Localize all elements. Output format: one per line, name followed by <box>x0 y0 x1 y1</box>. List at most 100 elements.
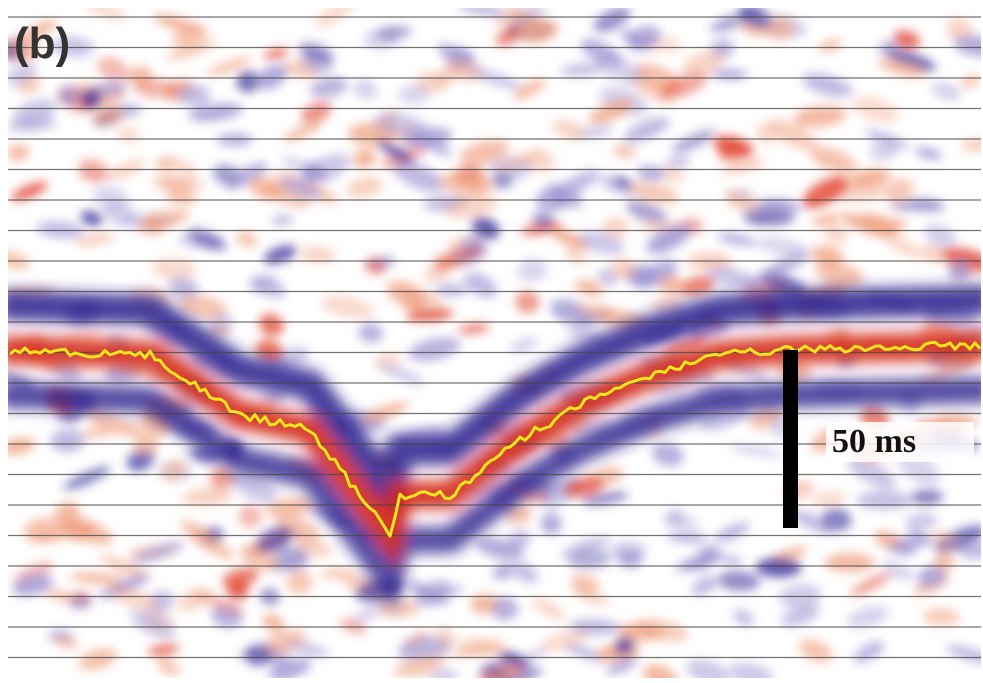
amplitude-blob <box>588 99 634 124</box>
horizon-pick <box>9 340 982 538</box>
amplitude-blob <box>132 541 185 564</box>
amplitude-blob <box>397 84 430 105</box>
amplitude-blob <box>491 173 514 189</box>
amplitude-blob <box>491 597 519 621</box>
amplitude-blob <box>296 539 332 557</box>
amplitude-blob <box>953 35 981 58</box>
amplitude-blob <box>8 144 30 162</box>
amplitude-blob <box>756 122 778 144</box>
amplitude-blob <box>188 103 243 122</box>
amplitude-blob <box>78 159 109 183</box>
amplitude-blob <box>264 498 316 517</box>
amplitude-blob <box>130 609 176 639</box>
amplitude-blob <box>81 88 102 109</box>
amplitude-blob <box>392 160 444 192</box>
amplitude-blob <box>790 510 835 534</box>
amplitude-blob <box>893 30 921 49</box>
amplitude-blob <box>177 587 212 612</box>
amplitude-blob <box>811 213 840 226</box>
amplitude-blob <box>869 143 898 160</box>
amplitude-blob <box>438 171 493 195</box>
amplitude-blob <box>492 563 514 580</box>
amplitude-blob <box>509 337 539 354</box>
amplitude-blob <box>517 19 559 43</box>
amplitude-blob <box>612 144 636 159</box>
amplitude-blob <box>86 407 131 437</box>
amplitude-blob <box>946 17 973 42</box>
amplitude-blob <box>712 69 748 80</box>
amplitude-blob <box>373 351 402 369</box>
amplitude-blob <box>910 489 944 505</box>
amplitude-blob <box>714 522 750 543</box>
amplitude-blob <box>258 313 284 336</box>
amplitude-blob <box>744 210 796 226</box>
amplitude-blob <box>69 572 125 585</box>
amplitude-blob <box>884 178 915 202</box>
amplitude-blob <box>84 8 127 22</box>
amplitude-blob <box>513 78 546 101</box>
amplitude-blob <box>666 155 691 168</box>
amplitude-blob <box>50 429 85 453</box>
amplitude-blob <box>619 29 651 49</box>
amplitude-blob <box>495 25 524 47</box>
amplitude-blob <box>206 56 252 77</box>
amplitude-blob <box>209 466 237 490</box>
scale-label: 50 ms <box>832 423 916 460</box>
amplitude-blob <box>286 570 313 595</box>
amplitude-blob <box>717 139 743 162</box>
amplitude-blob <box>716 232 757 246</box>
amplitude-blob <box>520 648 547 664</box>
amplitude-blob <box>358 322 384 343</box>
amplitude-blob <box>707 266 756 288</box>
amplitude-blob <box>262 613 285 633</box>
amplitude-blob <box>346 176 383 198</box>
amplitude-blob <box>496 148 545 172</box>
amplitude-blob <box>602 217 629 238</box>
amplitude-blob <box>909 197 945 213</box>
amplitude-blob <box>675 517 698 528</box>
amplitude-blob <box>457 323 490 335</box>
amplitude-blob <box>540 627 591 652</box>
amplitude-blob <box>662 335 710 356</box>
amplitude-blob <box>263 245 298 265</box>
amplitude-blob <box>614 636 635 655</box>
amplitude-blob <box>236 70 261 93</box>
amplitude-blob <box>885 49 937 72</box>
amplitude-blob <box>51 36 95 57</box>
amplitude-blob <box>320 567 352 579</box>
amplitude-blob <box>515 290 540 314</box>
amplitude-blob <box>732 609 755 626</box>
amplitude-blob <box>633 259 678 289</box>
amplitude-blob <box>393 655 446 678</box>
amplitude-blob <box>540 512 562 535</box>
amplitude-blob <box>109 586 159 611</box>
amplitude-blob <box>666 531 709 543</box>
amplitude-blob <box>244 645 273 666</box>
amplitude-blob <box>626 199 668 225</box>
amplitude-blob <box>300 101 332 124</box>
amplitude-blob <box>885 236 924 258</box>
amplitude-blob <box>437 43 476 66</box>
amplitude-blob <box>821 507 852 532</box>
amplitude-blob <box>222 567 259 589</box>
amplitude-blob <box>187 228 227 251</box>
amplitude-blob <box>60 517 114 545</box>
amplitude-blob <box>517 258 548 282</box>
amplitude-blob <box>931 81 961 101</box>
amplitude-blob <box>531 597 566 620</box>
amplitude-blob <box>946 645 981 666</box>
amplitude-blob <box>255 525 293 554</box>
amplitude-blob <box>377 599 420 618</box>
amplitude-blob <box>917 565 947 588</box>
amplitude-blob <box>793 105 847 128</box>
amplitude-blob <box>878 216 907 238</box>
amplitude-blob <box>682 51 725 77</box>
amplitude-blob <box>729 443 783 458</box>
amplitude-blob <box>340 618 367 634</box>
amplitude-blob <box>248 176 280 200</box>
amplitude-blob <box>230 472 278 503</box>
amplitude-blob <box>283 122 322 142</box>
amplitude-blob <box>899 454 941 485</box>
amplitude-blob <box>686 659 729 678</box>
amplitude-blob <box>286 640 330 658</box>
